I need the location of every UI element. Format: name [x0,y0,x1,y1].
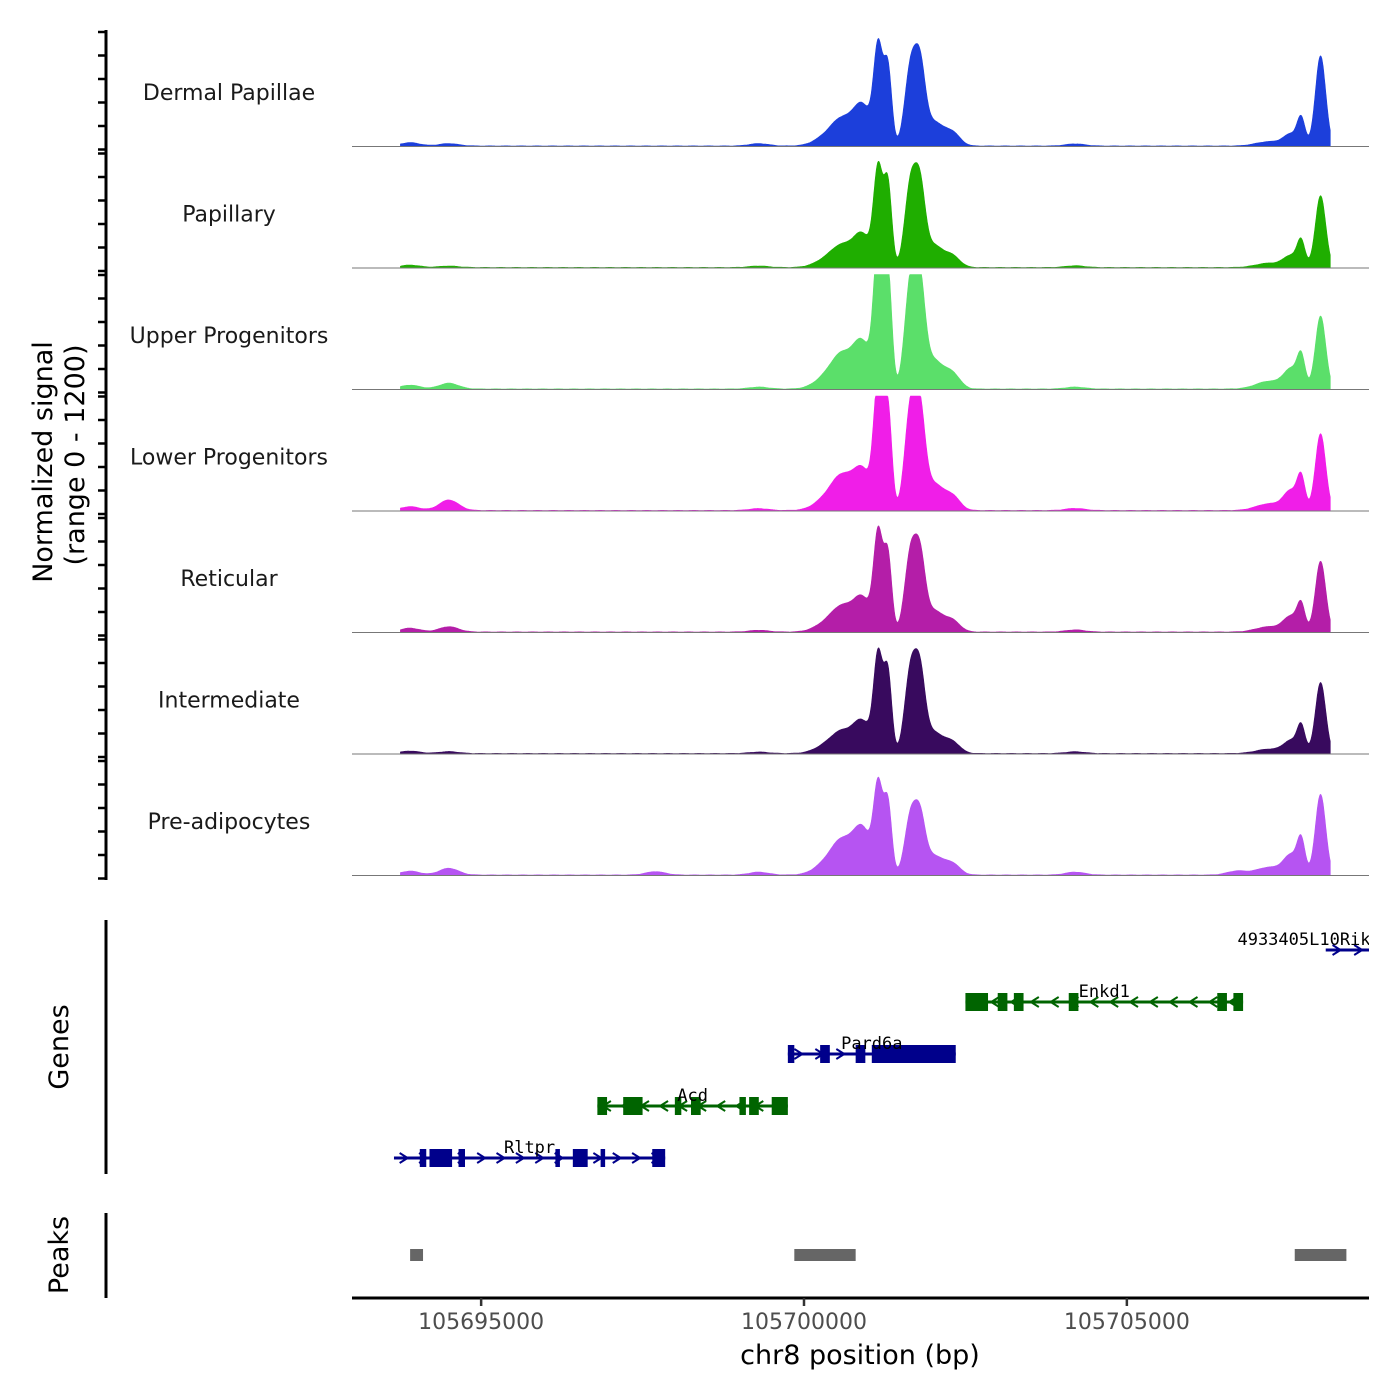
peaks-title: Peaks [44,1216,75,1294]
exon [820,1045,830,1063]
track-upper-progenitors: Upper Progenitors [130,274,1369,390]
signal-area-pre-adipocytes [400,776,1331,876]
signal-y-axis [98,30,108,880]
gene-label-acd: Acd [677,1086,708,1106]
track-label-upper-progenitors: Upper Progenitors [130,324,329,349]
exon [1013,993,1024,1011]
strand-arrow [1147,996,1159,1008]
exon [739,1097,746,1115]
signal-area-lower-progenitors [400,395,1331,512]
strand-arrow [399,1152,410,1164]
gene-pard6a: Pard6a [787,1034,956,1063]
gene-track: Rltpr Acd Pard6a Enkd1 4933405L10Rik [393,930,1370,1167]
signal-y-axis-range: (range 0 - 1200) [60,345,91,566]
strand-arrow [1353,944,1365,956]
track-lower-progenitors: Lower Progenitors [130,395,1369,512]
gene-4933405l10rik: 4933405L10Rik [1237,930,1370,956]
strand-arrow [495,1152,507,1164]
strand-arrow [1207,996,1218,1008]
strand-arrow [1108,996,1119,1008]
exon [623,1097,643,1115]
track-label-reticular: Reticular [180,567,278,592]
exon [997,993,1008,1011]
exon [600,1149,606,1167]
exon [771,1097,788,1115]
track-reticular: Reticular [180,525,1369,633]
strand-arrow [989,996,1000,1008]
strand-arrow [835,1048,847,1060]
peak-region [410,1249,424,1261]
strand-arrow [1028,996,1040,1008]
x-tick-label: 105695000 [418,1310,544,1335]
gene-label-4933405l10rik: 4933405L10Rik [1237,930,1370,950]
signal-tracks: Dermal Papillae Papillary Upper Progenitor… [130,38,1369,876]
genes-title: Genes [44,1004,75,1089]
strand-arrow [1167,996,1179,1008]
track-label-intermediate: Intermediate [158,689,300,714]
track-dermal-papillae: Dermal Papillae [143,38,1369,147]
exon [572,1149,588,1167]
gene-label-pard6a: Pard6a [841,1034,902,1054]
strand-arrow [631,1152,643,1164]
strand-arrow [715,1100,726,1112]
gene-acd: Acd [597,1086,788,1115]
track-label-pre-adipocytes: Pre-adipocytes [148,810,311,835]
x-ticks: 105695000 105700000 105705000 [418,1298,1190,1335]
signal-area-intermediate [400,647,1331,755]
track-intermediate: Intermediate [158,647,1369,755]
gene-label-rltpr: Rltpr [504,1138,555,1158]
exon [855,1045,866,1063]
gene-label-enkd1: Enkd1 [1079,982,1130,1002]
exon [652,1149,666,1167]
exon [419,1149,427,1167]
gene-enkd1: Enkd1 [965,982,1244,1011]
exon [787,1045,795,1063]
track-pre-adipocytes: Pre-adipocytes [148,776,1369,876]
strand-arrow [658,1100,669,1112]
strand-arrow [1332,944,1343,956]
peak-track [410,1249,1347,1261]
exon [871,1045,956,1063]
track-label-lower-progenitors: Lower Progenitors [130,446,328,471]
exon [691,1097,701,1115]
track-papillary: Papillary [182,160,1369,269]
peak-region [794,1249,856,1261]
exon [674,1097,682,1115]
x-axis: 105695000 105700000 105705000 [352,1296,1369,1335]
exon [458,1149,465,1167]
track-label-dermal-papillae: Dermal Papillae [143,81,315,106]
exon [597,1097,608,1115]
strand-arrow [1187,996,1199,1008]
signal-y-axis-title: Normalized signal [28,341,59,583]
strand-arrow [1128,996,1139,1008]
signal-area-papillary [400,160,1331,269]
strand-arrow [793,1048,805,1060]
strand-arrow [476,1152,488,1164]
strand-arrow [1048,996,1060,1008]
strand-arrow [515,1152,526,1164]
exon [965,993,989,1011]
gene-rltpr: Rltpr [393,1138,666,1167]
strand-arrow [612,1152,623,1164]
x-axis-title: chr8 position (bp) [740,1340,980,1371]
strand-arrow [1088,996,1099,1008]
peak-region [1294,1249,1347,1261]
signal-area-upper-progenitors [400,274,1331,390]
track-label-papillary: Papillary [182,203,276,228]
exon [749,1097,759,1115]
x-tick-label: 105705000 [1064,1310,1190,1335]
signal-area-dermal-papillae [400,38,1331,147]
exon [429,1149,453,1167]
strand-arrow [534,1152,546,1164]
exon [1217,993,1227,1011]
x-tick-label: 105700000 [741,1310,867,1335]
signal-area-reticular [400,525,1331,633]
signal-y-ticks [98,30,106,880]
exon [555,1149,560,1167]
exon [1233,993,1244,1011]
exon [1068,993,1079,1011]
